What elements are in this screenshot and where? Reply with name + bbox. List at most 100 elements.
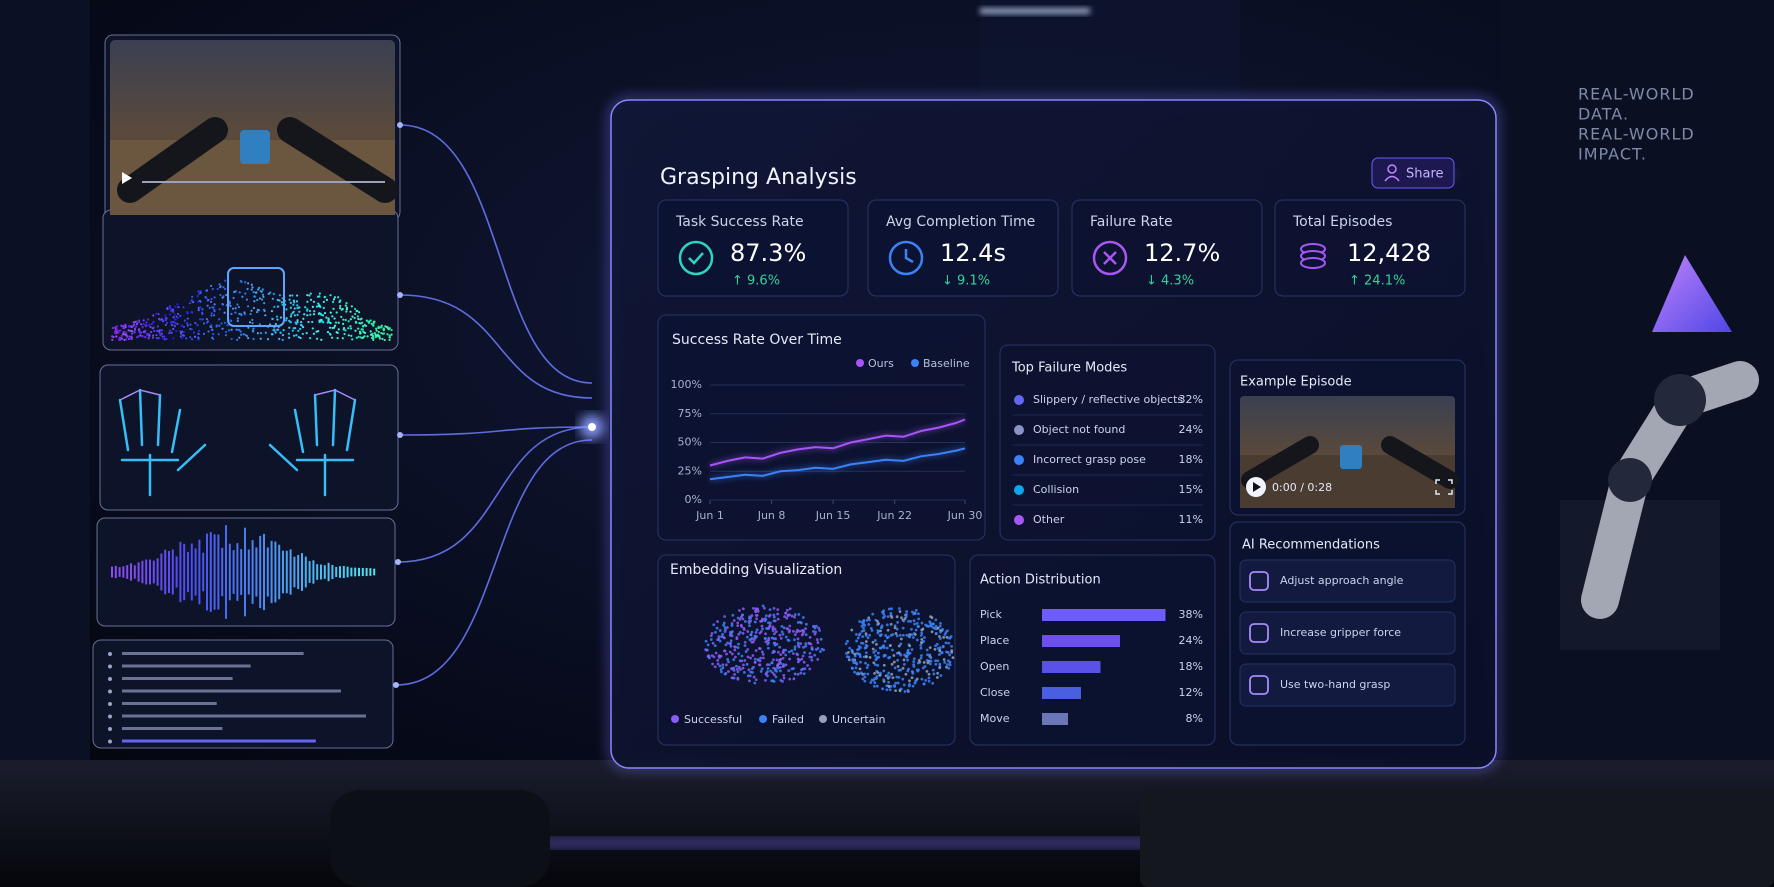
- point-cloud-dot: [388, 338, 391, 342]
- embedding-point: [774, 630, 778, 634]
- embedding-point: [743, 620, 747, 623]
- embedding-point: [907, 619, 910, 623]
- point-cloud-dot: [201, 308, 204, 311]
- embedding-point: [767, 614, 771, 618]
- card: [1274, 199, 1466, 297]
- point-cloud-dot: [278, 337, 281, 340]
- recommendation-item[interactable]: [1239, 663, 1456, 707]
- point-cloud-dot: [242, 333, 246, 336]
- embedding-point: [801, 654, 805, 658]
- embedding-point: [938, 646, 942, 650]
- embedding-point: [862, 626, 865, 630]
- embedding-point: [723, 672, 727, 676]
- embedding-point: [907, 635, 911, 639]
- embedding-point: [863, 679, 867, 683]
- embedding-point: [902, 683, 906, 687]
- point-cloud-dot: [222, 286, 225, 289]
- connector-node: [397, 292, 403, 298]
- embedding-point: [811, 647, 814, 651]
- embedding-point: [766, 674, 769, 678]
- list-line: [122, 689, 341, 693]
- embedding-point: [743, 640, 747, 644]
- point-cloud-dot: [151, 327, 154, 330]
- embedding-point: [793, 672, 797, 676]
- data-sources: [92, 34, 604, 749]
- point-cloud-dot: [331, 326, 334, 330]
- point-cloud-dot: [207, 330, 210, 333]
- embedding-point: [927, 676, 931, 680]
- point-cloud-dot: [125, 338, 128, 341]
- embedding-point: [859, 660, 862, 664]
- embedding-point: [723, 615, 726, 618]
- failure-value: 15%: [1179, 483, 1203, 496]
- point-cloud-dot: [247, 336, 250, 340]
- point-cloud-dot: [342, 318, 345, 321]
- point-cloud-dot: [386, 333, 389, 336]
- point-cloud-dot: [215, 324, 218, 327]
- point-cloud-dot: [347, 327, 350, 330]
- embedding-point: [753, 660, 757, 664]
- embedding-point: [902, 662, 906, 666]
- point-cloud-dot: [115, 325, 118, 328]
- embedding-point: [887, 680, 890, 684]
- point-cloud-dot: [288, 298, 291, 301]
- point-cloud-dot: [296, 304, 299, 307]
- embedding-point: [856, 636, 860, 640]
- point-cloud-dot: [342, 322, 345, 325]
- embedding-point: [883, 639, 887, 643]
- embedding-point: [801, 616, 805, 619]
- embedding-point: [771, 658, 775, 662]
- laptop: [1140, 790, 1774, 887]
- embedding-point: [766, 667, 770, 670]
- embedding-point: [887, 656, 891, 660]
- embedding-point: [723, 626, 727, 629]
- point-cloud-dot: [201, 312, 204, 315]
- point-cloud-dot: [273, 305, 276, 308]
- point-cloud-dot: [192, 331, 196, 334]
- kpi-label: Total Episodes: [1292, 214, 1392, 230]
- embedding-point: [882, 678, 886, 682]
- card: [969, 554, 1216, 746]
- embedding-point: [796, 672, 800, 676]
- embedding-point: [736, 670, 740, 674]
- embedding-point: [808, 641, 811, 645]
- point-cloud-dot: [357, 327, 360, 330]
- point-cloud-dot: [150, 322, 153, 326]
- embedding-point: [858, 667, 862, 671]
- point-cloud-dot: [150, 330, 153, 334]
- embedding-point: [877, 651, 880, 655]
- embedding-point: [736, 646, 740, 650]
- embedding-point: [864, 661, 867, 665]
- point-cloud-dot: [229, 319, 232, 322]
- embedding-point: [889, 633, 893, 637]
- point-cloud-dot: [349, 310, 352, 313]
- recommendation-item[interactable]: [1239, 611, 1456, 655]
- embedding-point: [746, 630, 750, 633]
- embedding-point: [889, 622, 893, 626]
- point-cloud-dot: [126, 335, 129, 338]
- embedding-point: [800, 633, 804, 637]
- point-cloud-dot: [140, 323, 143, 326]
- embedding-point: [924, 678, 928, 682]
- hand-skeleton: [268, 388, 357, 497]
- embedding-point: [914, 628, 918, 632]
- point-cloud-dot: [291, 329, 294, 332]
- embedding-point: [779, 636, 783, 640]
- embedding-point: [718, 629, 722, 632]
- embedding-point: [761, 604, 765, 608]
- point-cloud-dot: [201, 318, 204, 321]
- legend-label: Uncertain: [832, 713, 885, 726]
- point-cloud-dot: [197, 290, 200, 293]
- fullscreen-icon[interactable]: [1435, 479, 1453, 495]
- embedding-point: [819, 637, 823, 641]
- embedding-point: [931, 681, 935, 685]
- embedding-point: [816, 641, 820, 644]
- point-cloud-dot: [240, 333, 243, 336]
- embedding-point: [847, 658, 851, 662]
- embedding-point: [716, 620, 719, 623]
- point-cloud-dot: [333, 296, 336, 299]
- point-cloud-dot: [216, 287, 219, 291]
- recommendation-item[interactable]: [1239, 559, 1456, 603]
- embedding-point: [891, 648, 894, 652]
